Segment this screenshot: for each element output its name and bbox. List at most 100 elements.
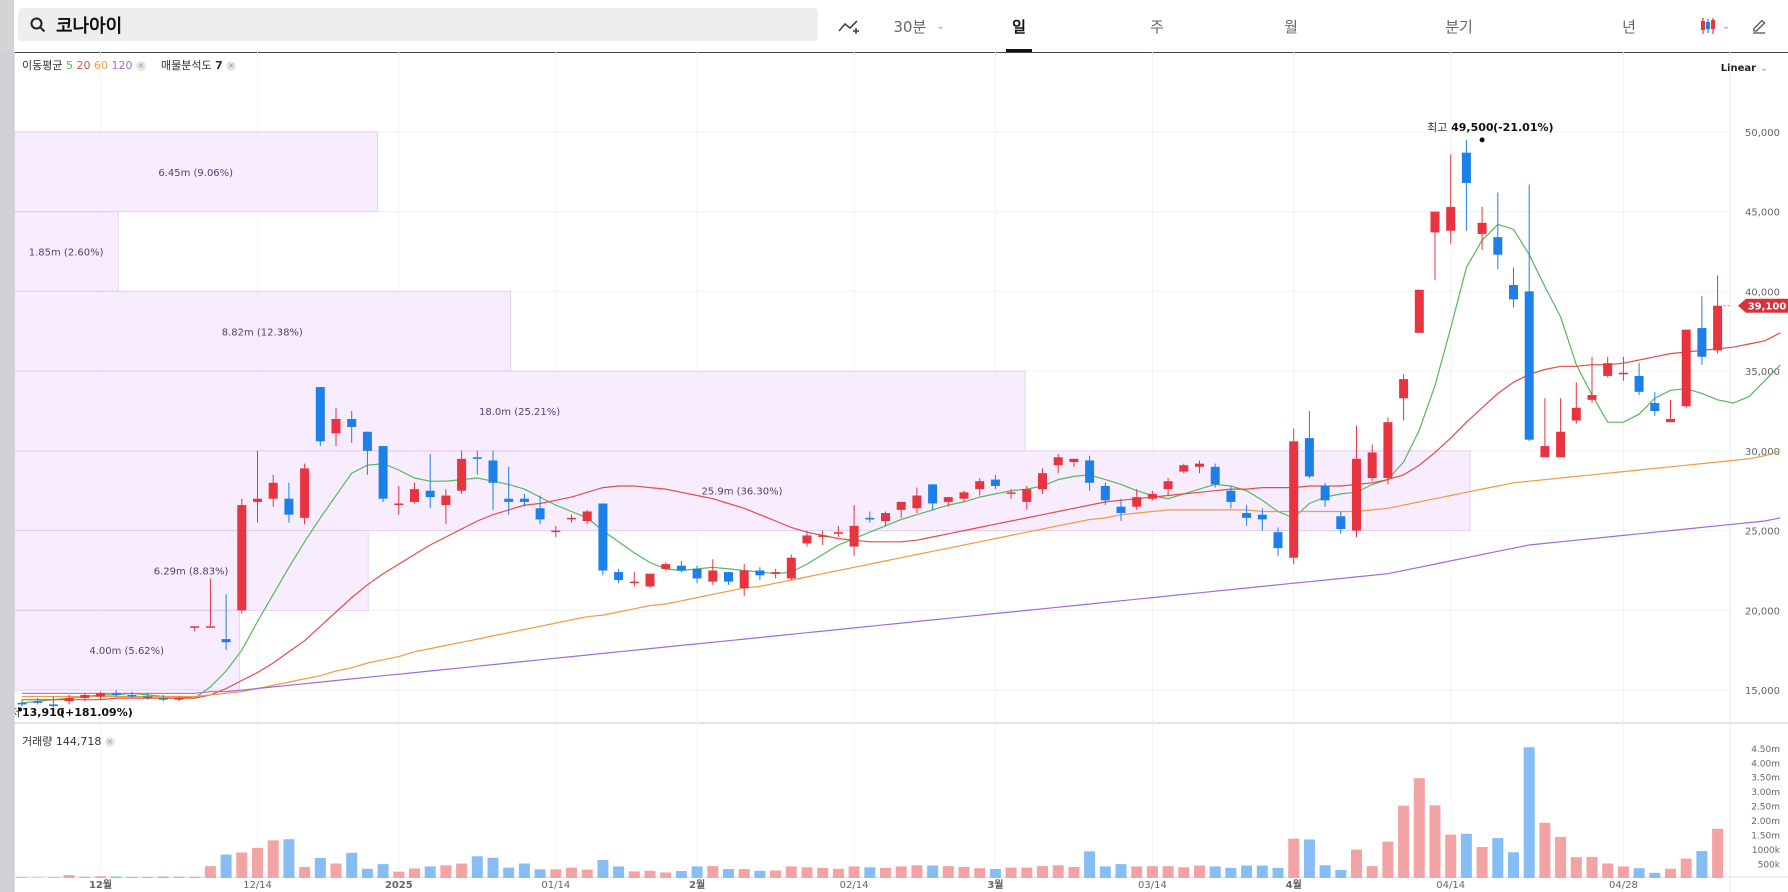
volume-bar <box>1586 856 1598 878</box>
volume-profile-bar <box>14 290 512 372</box>
candle-body <box>1713 305 1723 351</box>
candle-body <box>975 481 985 490</box>
volume-bar <box>1351 849 1362 878</box>
ma5-period: 5 <box>65 59 73 72</box>
volume-bar <box>566 867 577 878</box>
volume-bar <box>1131 866 1143 878</box>
candle-body <box>990 479 1000 486</box>
pencil-button[interactable] <box>1744 0 1774 52</box>
price-axis-label: 50,000 <box>1745 128 1780 139</box>
volume-bar <box>785 866 797 878</box>
ma-legend-label: 이동평균 <box>22 59 63 72</box>
scale-mode-toggle[interactable]: Linear ⌄ <box>1721 63 1768 74</box>
candle-body <box>1006 492 1016 494</box>
candle-body <box>1352 458 1361 531</box>
interval-quarter-label: 분기 <box>1445 17 1473 36</box>
candle-body <box>111 693 121 695</box>
volume-bar <box>95 876 106 878</box>
volume-bar <box>738 869 750 878</box>
candle-body <box>362 431 372 451</box>
candle-type-button[interactable]: ⌄ <box>1694 0 1734 52</box>
volume-bar <box>597 860 609 878</box>
candle-body <box>64 698 74 702</box>
volume-bar <box>110 876 122 878</box>
volume-bar <box>1492 838 1504 878</box>
ma120-line <box>22 517 1781 694</box>
chevron-down-icon: ⌄ <box>1721 20 1731 32</box>
volume-axis-label: 4.50m <box>1751 745 1780 755</box>
candle-body <box>881 513 890 522</box>
interval-week-tab[interactable]: 주 <box>1132 0 1182 52</box>
candle-body <box>174 698 184 700</box>
candle-body <box>127 694 137 697</box>
volume-bar <box>1146 866 1158 878</box>
candle-body <box>472 457 482 459</box>
ma-legend-close-icon[interactable]: × <box>135 61 146 71</box>
candle-body <box>1147 493 1157 499</box>
interval-day-tab[interactable]: 일 <box>994 0 1044 52</box>
pencil-icon <box>1753 19 1766 34</box>
volume-bar <box>581 869 593 878</box>
volume-bar <box>267 840 279 878</box>
candle-body <box>755 570 765 576</box>
volume-bar <box>377 864 389 878</box>
volume-bar <box>1335 869 1347 878</box>
price-axis-label: 45,000 <box>1745 208 1780 219</box>
interval-month-tab[interactable]: 월 <box>1266 0 1316 52</box>
candle-body <box>17 702 27 705</box>
candle-body <box>802 535 812 544</box>
candle-body <box>1226 490 1236 502</box>
candle-body <box>1336 516 1346 530</box>
candle-body <box>1634 375 1644 392</box>
volume-bar <box>1696 851 1708 878</box>
volume-bar <box>1303 839 1315 878</box>
candle-body <box>1210 466 1220 485</box>
candle-body <box>1022 489 1032 502</box>
volume-profile-label: 8.82m (12.38%) <box>222 327 303 338</box>
volume-bar <box>1115 864 1127 878</box>
high-marker-label: 최고 <box>1427 121 1447 134</box>
volume-bar <box>1445 834 1457 878</box>
candle-body <box>1195 463 1204 467</box>
volume-legend-close-icon[interactable]: × <box>104 737 115 747</box>
candle-body <box>692 568 702 579</box>
interval-year-tab[interactable]: 년 <box>1604 0 1654 52</box>
low-marker-dot <box>18 707 22 712</box>
volume-bar <box>1382 841 1394 878</box>
interval-quarter-tab[interactable]: 분기 <box>1424 0 1494 52</box>
interval-30min-button[interactable]: 30분 ⌄ <box>884 0 954 52</box>
candle-body <box>1242 513 1252 518</box>
high-marker-change: (-21.01%) <box>1493 121 1553 134</box>
search-box[interactable]: 코나아이 <box>18 8 818 41</box>
candle-body <box>535 508 545 520</box>
volume-axis-label: 3.50m <box>1751 774 1780 784</box>
search-icon <box>30 17 46 32</box>
vp-legend-close-icon[interactable]: × <box>226 61 237 71</box>
volume-bar <box>1319 865 1331 878</box>
indicator-draw-icon[interactable] <box>834 0 864 52</box>
chevron-down-icon: ⌄ <box>936 20 945 32</box>
time-axis-label: 3월 <box>987 879 1003 891</box>
volume-bar <box>424 866 436 878</box>
volume-bar <box>1476 847 1488 878</box>
volume-bar <box>817 867 829 878</box>
volume-profile-bar <box>14 450 1471 532</box>
volume-bar <box>204 866 216 878</box>
candle-body <box>818 535 828 537</box>
candle-body <box>943 497 953 502</box>
volume-bar <box>675 871 687 878</box>
candle-body <box>237 505 247 611</box>
volume-profile-label: 6.29m (8.83%) <box>154 566 229 577</box>
volume-bar <box>1052 865 1064 878</box>
volume-bar <box>1162 866 1174 878</box>
indicator-legend: 이동평균 5 20 60 120 × 매물분석도 7 × <box>22 57 237 73</box>
price-chart[interactable]: 50,000 45,000 40,000 35,000 30,000 25,000 20,0… <box>14 0 1788 892</box>
volume-profile-label: 18.0m (25.21%) <box>479 407 560 418</box>
candle-body <box>221 639 231 643</box>
candle-body <box>1053 457 1063 466</box>
candle-body <box>896 501 906 510</box>
volume-bar <box>1617 866 1629 878</box>
chevron-down-icon: ⌄ <box>1759 63 1768 74</box>
candle-body <box>771 572 781 574</box>
candle-body <box>1038 473 1047 490</box>
